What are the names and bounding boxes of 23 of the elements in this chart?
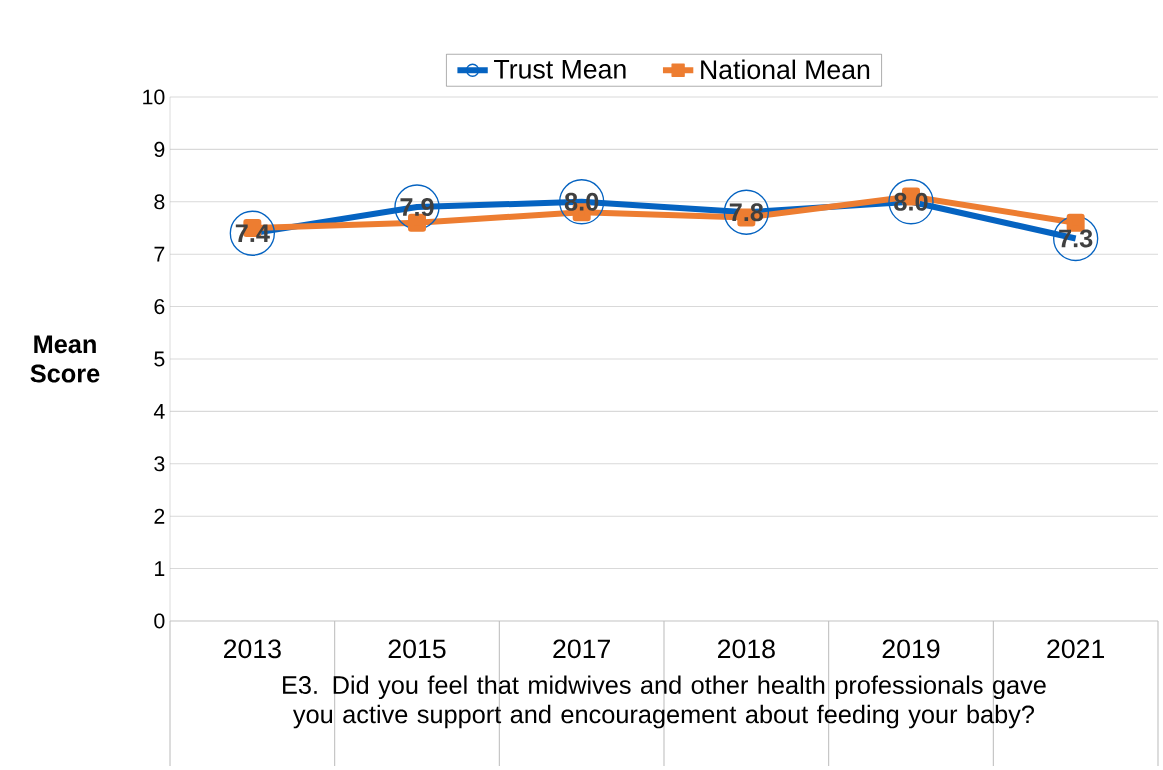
y-tick-label: 10	[143, 89, 165, 105]
y-axis-title: Mean Score	[30, 335, 100, 383]
y-tick-label: 1	[155, 561, 165, 576]
x-tick-label: 2018	[718, 639, 775, 659]
y-tick-label: 7	[154, 246, 165, 262]
y-tick-label: 5	[154, 351, 165, 367]
x-tick-label: 2017	[553, 639, 610, 659]
x-tick-label: 2015	[388, 639, 446, 659]
y-tick-label: 3	[154, 456, 165, 472]
y-tick-label: 9	[154, 141, 165, 157]
legend-label: Trust Mean	[494, 60, 626, 79]
x-axis-title: E3. Did you feel that midwives and other health professionals gave you active support and encouragement about feeding your baby?	[283, 675, 1046, 729]
x-tick-label: 2019	[882, 639, 940, 659]
y-tick-label: 0	[154, 613, 165, 629]
data-label: 7.4	[235, 224, 270, 242]
x-tick-label: 2021	[1047, 639, 1105, 659]
x-tick-label: 2013	[224, 639, 281, 659]
y-tick-label: 8	[154, 194, 165, 210]
legend-label: National Mean	[701, 59, 870, 80]
data-label: 7.3	[1059, 229, 1093, 248]
y-tick-label: 2	[154, 508, 165, 524]
y-tick-label: 4	[153, 404, 165, 419]
y-tick-label: 6	[154, 299, 165, 315]
